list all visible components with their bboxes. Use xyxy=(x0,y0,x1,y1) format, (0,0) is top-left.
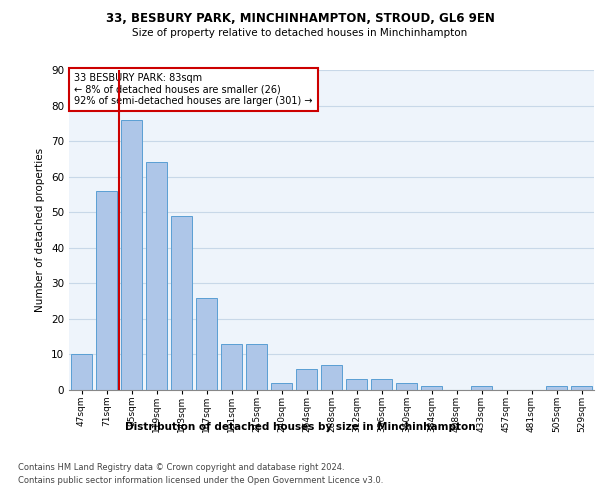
Bar xyxy=(146,162,167,390)
Bar xyxy=(346,380,367,390)
Text: 33, BESBURY PARK, MINCHINHAMPTON, STROUD, GL6 9EN: 33, BESBURY PARK, MINCHINHAMPTON, STROUD… xyxy=(106,12,494,26)
Text: Contains HM Land Registry data © Crown copyright and database right 2024.: Contains HM Land Registry data © Crown c… xyxy=(18,462,344,471)
Text: Contains public sector information licensed under the Open Government Licence v3: Contains public sector information licen… xyxy=(18,476,383,485)
Bar xyxy=(171,216,192,390)
Bar xyxy=(421,386,442,390)
Text: 33 BESBURY PARK: 83sqm
← 8% of detached houses are smaller (26)
92% of semi-deta: 33 BESBURY PARK: 83sqm ← 8% of detached … xyxy=(74,73,313,106)
Bar xyxy=(471,386,492,390)
Text: Distribution of detached houses by size in Minchinhampton: Distribution of detached houses by size … xyxy=(125,422,475,432)
Bar xyxy=(196,298,217,390)
Bar xyxy=(221,344,242,390)
Text: Size of property relative to detached houses in Minchinhampton: Size of property relative to detached ho… xyxy=(133,28,467,38)
Bar xyxy=(246,344,267,390)
Bar xyxy=(371,380,392,390)
Bar xyxy=(296,368,317,390)
Y-axis label: Number of detached properties: Number of detached properties xyxy=(35,148,46,312)
Bar xyxy=(571,386,592,390)
Bar xyxy=(396,383,417,390)
Bar xyxy=(321,365,342,390)
Bar xyxy=(271,383,292,390)
Bar xyxy=(546,386,567,390)
Bar xyxy=(71,354,92,390)
Bar xyxy=(121,120,142,390)
Bar xyxy=(96,191,117,390)
